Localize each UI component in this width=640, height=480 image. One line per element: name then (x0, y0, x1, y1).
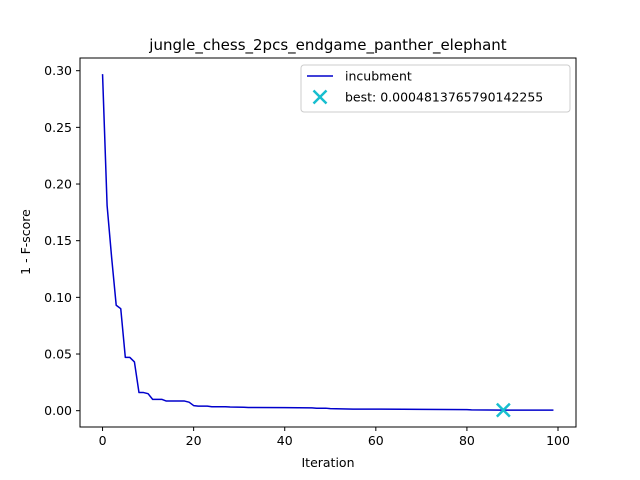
y-axis-label: 1 - F-score (18, 209, 33, 275)
chart-title: jungle_chess_2pcs_endgame_panther_elepha… (148, 36, 507, 55)
best-marker-stroke (495, 402, 511, 418)
x-tick-label: 0 (99, 433, 107, 448)
y-tick-label: 0.15 (44, 233, 72, 248)
legend: incubment best: 0.0004813765790142255 (300, 64, 571, 113)
legend-label-incumbent: incubment (345, 69, 412, 84)
x-axis-label: Iteration (301, 455, 354, 470)
x-tick-label: 100 (546, 433, 570, 448)
legend-label-best: best: 0.0004813765790142255 (345, 90, 543, 105)
y-tick-label: 0.10 (44, 290, 72, 305)
legend-box (300, 64, 571, 113)
y-tick-label: 0.25 (44, 120, 72, 135)
axes: 0 20 40 60 80 100 0.00 0.05 0.10 0.15 0.20 0.25 0.30 (44, 57, 577, 448)
axes-frame (79, 57, 577, 428)
incumbent-series-line (101, 74, 554, 411)
x-tick-label: 60 (368, 433, 384, 448)
x-tick-label: 20 (186, 433, 202, 448)
x-tick-label: 40 (277, 433, 293, 448)
y-tick-label: 0.20 (44, 177, 72, 192)
y-tick-label: 0.00 (44, 403, 72, 418)
legend-marker-swatch (312, 89, 328, 105)
best-point-marker (495, 402, 511, 418)
y-tick-label: 0.30 (44, 63, 72, 78)
plot-area (101, 74, 554, 418)
x-tick-label: 80 (459, 433, 475, 448)
y-tick-label: 0.05 (44, 347, 72, 362)
